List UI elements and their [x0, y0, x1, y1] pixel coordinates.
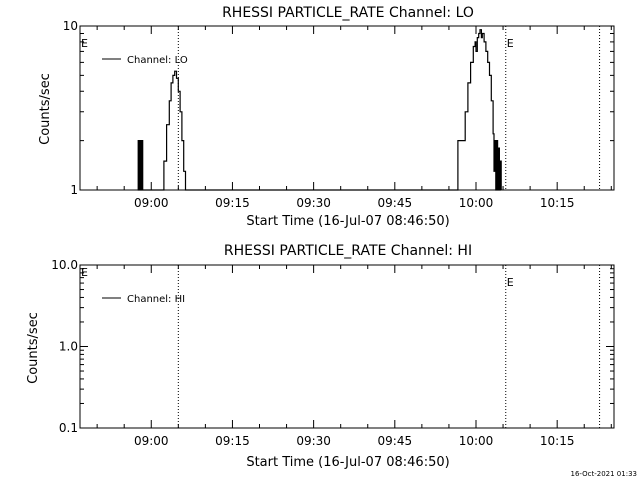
- time-marker-label: E: [507, 276, 514, 289]
- y-tick-label: 10.0: [51, 258, 78, 272]
- y-axis-label: Counts/sec: [38, 73, 53, 145]
- chart-title: RHESSI PARTICLE_RATE Channel: LO: [222, 5, 474, 21]
- footer-timestamp: 16-Oct-2021 01:33: [571, 470, 637, 478]
- x-tick-label: 10:15: [540, 434, 575, 448]
- x-tick-label: 10:00: [459, 196, 494, 210]
- time-marker-label: E: [507, 37, 514, 50]
- x-tick-label: 09:15: [215, 196, 250, 210]
- y-axis-label: Counts/sec: [26, 312, 41, 384]
- edge-marker-label: E: [81, 37, 88, 50]
- y-tick-label: 10: [63, 19, 78, 33]
- x-tick-label: 09:00: [134, 196, 169, 210]
- chart-title: RHESSI PARTICLE_RATE Channel: HI: [224, 243, 472, 259]
- chart-panel-lo: RHESSI PARTICLE_RATE Channel: LO Start T…: [38, 5, 615, 229]
- legend-label: Channel: LO: [127, 55, 188, 66]
- y-tick-label: 0.1: [59, 421, 78, 435]
- edge-marker-label: E: [81, 266, 88, 279]
- x-tick-label: 09:30: [296, 196, 331, 210]
- x-tick-label: 09:15: [215, 434, 250, 448]
- x-tick-label: 09:45: [378, 196, 413, 210]
- x-tick-label: 10:00: [459, 434, 494, 448]
- chart-panel-hi: RHESSI PARTICLE_RATE Channel: HI Start T…: [26, 243, 615, 470]
- x-tick-label: 09:30: [296, 434, 331, 448]
- data-series-line: [137, 29, 502, 191]
- legend-label: Channel: HI: [127, 294, 185, 305]
- y-tick-label: 1: [70, 183, 78, 197]
- x-tick-label: 09:00: [134, 434, 169, 448]
- x-axis-label: Start Time (16-Jul-07 08:46:50): [246, 214, 449, 229]
- y-tick-label: 1.0: [59, 340, 78, 354]
- x-tick-label: 09:45: [378, 434, 413, 448]
- x-tick-label: 10:15: [540, 196, 575, 210]
- x-axis-label: Start Time (16-Jul-07 08:46:50): [246, 455, 449, 470]
